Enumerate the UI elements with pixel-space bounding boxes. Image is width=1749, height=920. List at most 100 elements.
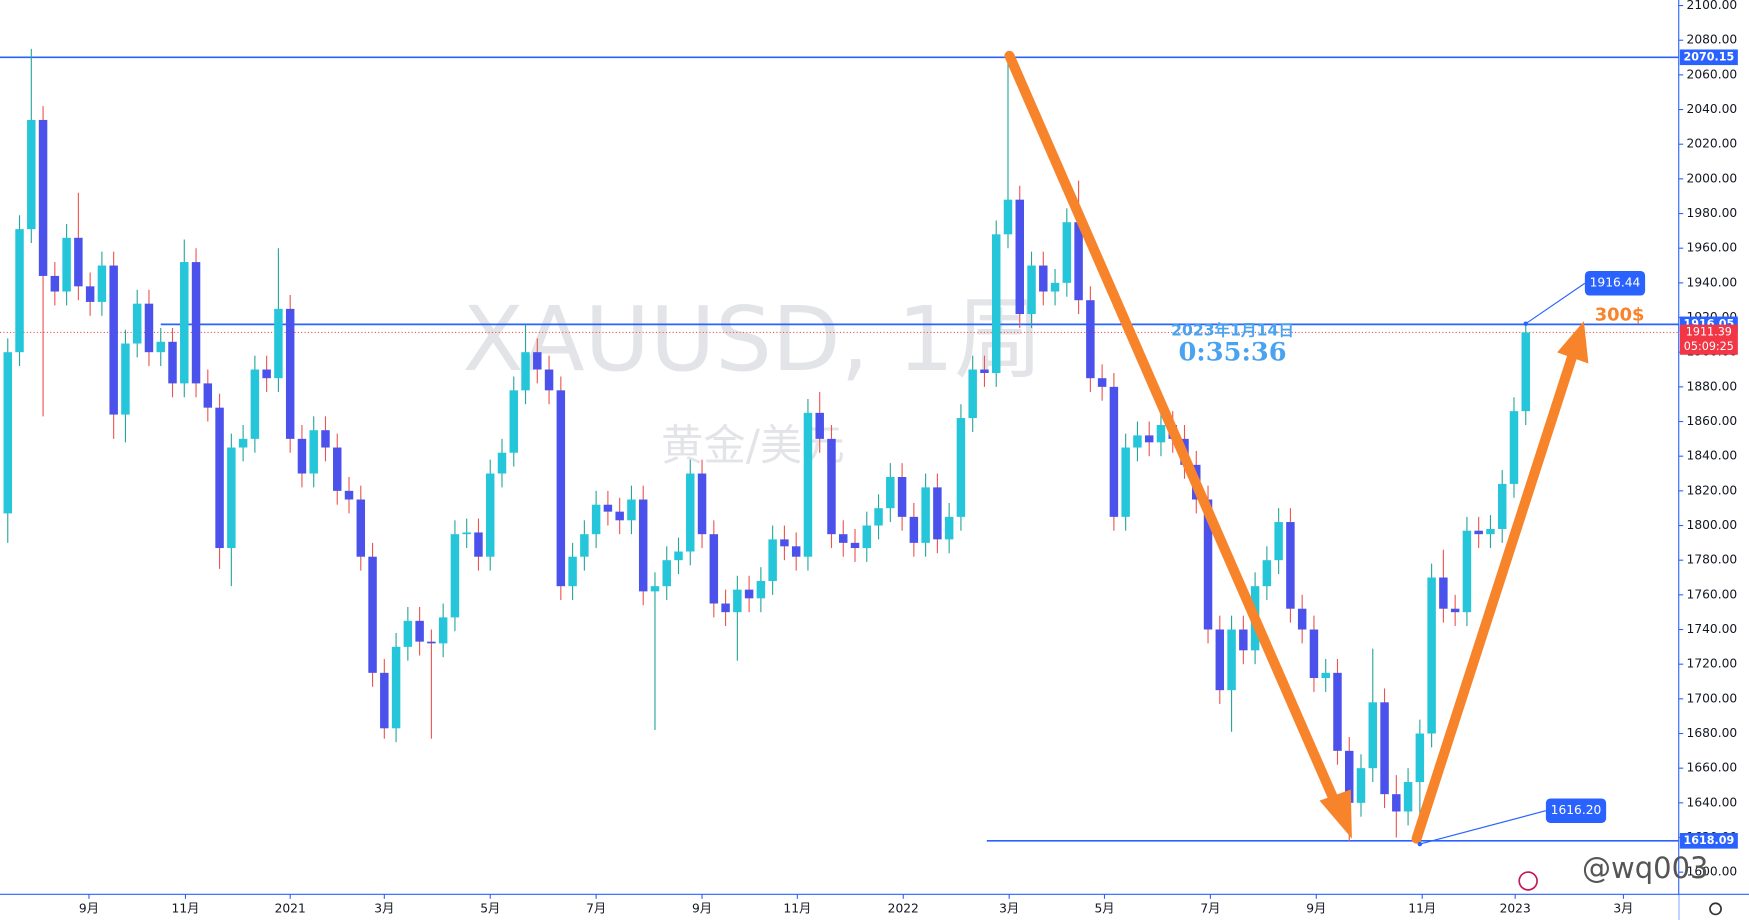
candle-body bbox=[815, 412, 824, 439]
candle-body bbox=[1368, 702, 1378, 769]
y-tick-label: 2100.00 bbox=[1687, 0, 1738, 12]
candle-body bbox=[1027, 265, 1036, 315]
callout-line bbox=[1419, 810, 1547, 845]
candle-body bbox=[1474, 530, 1483, 535]
candle-body bbox=[391, 646, 401, 729]
candle-body bbox=[1403, 782, 1413, 812]
y-tick-label: 1740.00 bbox=[1687, 622, 1738, 636]
candle-body bbox=[603, 504, 613, 512]
candle-body bbox=[85, 286, 95, 302]
candle-body bbox=[1356, 768, 1366, 803]
candle-body bbox=[344, 490, 354, 500]
candle-body bbox=[591, 504, 601, 535]
candle-body bbox=[697, 473, 707, 535]
candle-body bbox=[803, 412, 813, 557]
y-tick-label: 1840.00 bbox=[1687, 449, 1738, 463]
candle-body bbox=[1086, 300, 1095, 379]
y-tick-label: 1800.00 bbox=[1687, 518, 1738, 532]
y-tick-label: 2060.00 bbox=[1687, 67, 1738, 81]
time-axis bbox=[0, 894, 1679, 920]
candle-body bbox=[1121, 447, 1130, 517]
candle-body bbox=[1309, 629, 1319, 679]
candle-body bbox=[450, 534, 460, 618]
time-label: 0:35:36 bbox=[1178, 338, 1286, 368]
candle-body bbox=[132, 303, 142, 344]
candle-body bbox=[1262, 560, 1272, 587]
settings-icon bbox=[1709, 902, 1722, 916]
candle-body bbox=[580, 534, 589, 557]
last-price-label: 1911.39 bbox=[1686, 325, 1732, 338]
candle-body bbox=[1215, 629, 1225, 691]
arrows bbox=[1004, 50, 1589, 844]
candle-body bbox=[627, 499, 636, 521]
candle-body bbox=[568, 556, 577, 587]
x-tick-label: 3月 bbox=[374, 901, 394, 915]
price-line-label: 1618.09 bbox=[1683, 834, 1734, 847]
y-tick-label: 1780.00 bbox=[1687, 553, 1738, 567]
candle-body bbox=[191, 262, 201, 384]
user-watermark: @wq003 bbox=[1582, 851, 1708, 885]
up-arrow bbox=[1411, 349, 1578, 844]
candle-body bbox=[1109, 386, 1119, 517]
date-label: 2023年1月14日 bbox=[1171, 321, 1294, 340]
y-tick-label: 1700.00 bbox=[1687, 691, 1738, 705]
candle-body bbox=[238, 438, 248, 448]
candle-body bbox=[1486, 528, 1495, 535]
candle-body bbox=[1286, 522, 1295, 609]
candle-body bbox=[874, 508, 883, 526]
candle-body bbox=[921, 487, 930, 543]
y-tick-label: 1640.00 bbox=[1687, 795, 1738, 809]
candle-body bbox=[485, 473, 495, 557]
candle-body bbox=[1050, 282, 1060, 292]
candle-body bbox=[509, 390, 519, 453]
candle-body bbox=[168, 341, 177, 384]
candle-body bbox=[674, 551, 683, 561]
candle-body bbox=[144, 303, 154, 353]
up-arrow-head bbox=[1557, 321, 1589, 364]
watermark-description: 黄金/美元 bbox=[661, 421, 845, 470]
price-line-label: 2070.15 bbox=[1683, 50, 1734, 63]
x-tick-label: 9月 bbox=[1306, 901, 1326, 915]
candle-body bbox=[909, 516, 919, 543]
y-tick-label: 1760.00 bbox=[1687, 587, 1738, 601]
candle-body bbox=[768, 539, 777, 581]
x-tick-label: 11月 bbox=[1408, 901, 1436, 915]
candle-body bbox=[744, 589, 754, 599]
price-axis bbox=[1678, 0, 1749, 920]
candle-body bbox=[933, 487, 942, 540]
candle-body bbox=[615, 511, 624, 521]
x-tick-label: 5月 bbox=[480, 901, 500, 915]
y-tick-label: 1960.00 bbox=[1687, 241, 1738, 255]
candle-body bbox=[1345, 750, 1354, 803]
y-tick-label: 1720.00 bbox=[1687, 657, 1738, 671]
candle-body bbox=[1297, 608, 1307, 630]
candle-body bbox=[850, 542, 860, 549]
candle-body bbox=[1003, 199, 1013, 235]
candle-body bbox=[415, 620, 424, 642]
candle-body bbox=[1227, 629, 1236, 691]
candle-body bbox=[403, 620, 413, 647]
candle-body bbox=[1462, 530, 1472, 613]
candle-body bbox=[1144, 435, 1154, 443]
candle-body bbox=[1509, 411, 1519, 484]
y-tick-label: 1860.00 bbox=[1687, 414, 1738, 428]
candle-body bbox=[1521, 332, 1530, 412]
candle-body bbox=[109, 265, 118, 415]
callout-box bbox=[1584, 270, 1646, 296]
candle-body bbox=[791, 546, 801, 557]
candle-body bbox=[1321, 672, 1330, 679]
candle-body bbox=[780, 539, 789, 547]
candle-body bbox=[944, 516, 954, 540]
callout-anchor bbox=[1523, 321, 1528, 326]
candle-body bbox=[50, 275, 60, 292]
price-line-tag bbox=[1679, 49, 1738, 66]
y-tick-label: 1660.00 bbox=[1687, 761, 1738, 775]
candle-body bbox=[1450, 608, 1460, 613]
down-arrow bbox=[1004, 50, 1342, 811]
y-tick-label: 2080.00 bbox=[1687, 33, 1738, 47]
candle-body bbox=[180, 262, 189, 384]
candle-body bbox=[827, 438, 836, 535]
candle-body bbox=[650, 586, 660, 592]
